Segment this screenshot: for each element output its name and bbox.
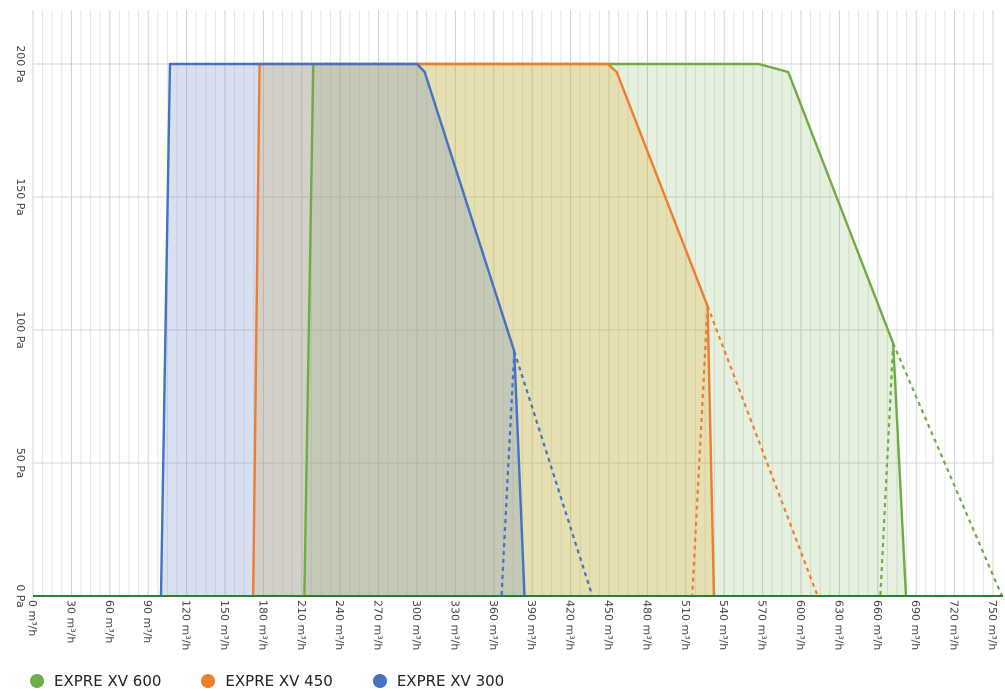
x-tick-label: 120 m³/h [180,600,193,650]
y-tick-label: 0 Pa [14,584,27,607]
x-tick-label: 210 m³/h [295,600,308,650]
x-tick-label: 690 m³/h [909,600,922,650]
series-dashed-line-0-1 [879,343,895,597]
legend: EXPRE XV 600 EXPRE XV 450 EXPRE XV 300 [30,672,504,690]
series-dashed-line-1-1 [691,306,709,597]
x-tick-label: 60 m³/h [103,600,116,643]
x-tick-label: 570 m³/h [756,600,769,650]
y-tick-label: 100 Pa [14,311,27,348]
performance-chart: 0 Pa 50 Pa 100 Pa 150 Pa 200 Pa 0 m³/h 30 m³/h… [14,10,1003,650]
x-tick-label: 150 m³/h [218,600,231,650]
legend-item-xv450[interactable]: EXPRE XV 450 [201,672,333,690]
series-line-1 [251,62,716,597]
x-tick-label: 90 m³/h [141,600,154,643]
x-tick-label: 600 m³/h [794,600,807,650]
x-tick-label: 750 m³/h [986,600,999,650]
series-area-1 [253,64,714,596]
series-dashed-line-2-1 [500,351,516,597]
x-tick-label: 0 m³/h [26,600,39,636]
series-dashed-line-2-0 [513,350,594,597]
y-tick-label: 50 Pa [14,448,27,478]
legend-label-xv600: EXPRE XV 600 [54,672,162,690]
x-tick-label: 270 m³/h [372,600,385,650]
legend-label-xv300: EXPRE XV 300 [396,672,505,690]
series-line-2 [159,62,526,597]
x-tick-label: 180 m³/h [256,600,269,650]
x-tick-label: 330 m³/h [448,600,461,650]
x-tick-label: 450 m³/h [602,600,615,650]
x-tick-label: 30 m³/h [64,600,77,643]
series-line-0 [303,62,908,597]
legend-item-xv600[interactable]: EXPRE XV 600 [30,672,161,690]
legend-marker-xv450 [201,674,216,688]
x-tick-label: 390 m³/h [525,600,538,650]
legend-marker-xv600 [30,674,44,688]
y-tick-label: 200 Pa [14,45,27,82]
x-tick-label: 510 m³/h [679,600,692,650]
series-area-2 [161,64,525,596]
x-tick-label: 720 m³/h [948,600,961,650]
x-tick-label: 420 m³/h [564,600,577,650]
legend-label-xv450: EXPRE XV 450 [225,672,333,690]
x-tick-label: 660 m³/h [871,600,884,650]
legend-marker-xv300 [372,674,387,688]
series-dashed-line-1-0 [706,305,819,597]
series-area-0 [304,64,906,596]
x-tick-label: 630 m³/h [832,600,845,650]
series-dashed-line-0-0 [892,342,1003,597]
grid [32,10,994,597]
x-tick-label: 360 m³/h [487,600,500,650]
x-tick-label: 240 m³/h [333,600,346,650]
x-tick-label: 480 m³/h [640,600,653,650]
x-tick-label: 540 m³/h [717,600,730,650]
legend-item-xv300[interactable]: EXPRE XV 300 [372,672,505,690]
y-tick-label: 150 Pa [14,178,27,215]
x-tick-label: 300 m³/h [410,600,423,650]
